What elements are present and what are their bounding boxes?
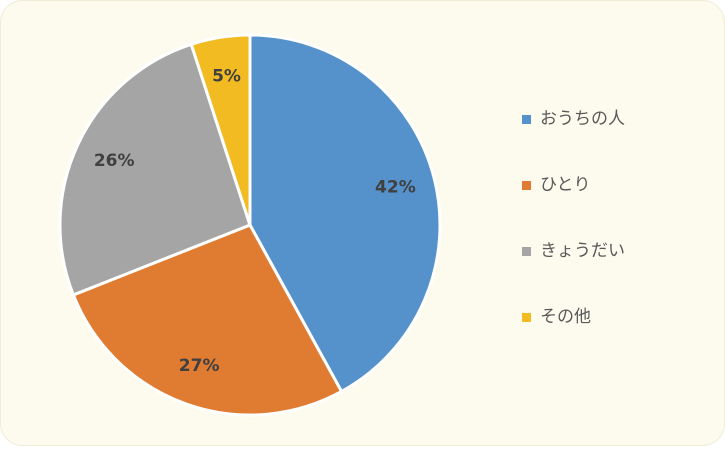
legend-label: ひとり — [540, 175, 591, 195]
legend-swatch — [522, 181, 531, 190]
legend-swatch — [522, 115, 531, 124]
legend-label: きょうだい — [540, 241, 625, 261]
pie-slice — [248, 33, 442, 394]
data-label: 42% — [375, 178, 416, 198]
pie-slice — [189, 33, 252, 226]
legend-label: その他 — [540, 307, 591, 327]
pie-slice — [58, 42, 252, 297]
legend-label: おうちの人 — [540, 109, 625, 129]
legend-swatch — [522, 313, 531, 322]
data-label: 27% — [179, 356, 220, 376]
legend-swatch — [522, 247, 531, 256]
pie-slice — [71, 223, 344, 417]
data-label: 5% — [212, 67, 241, 87]
data-label: 26% — [94, 151, 135, 171]
